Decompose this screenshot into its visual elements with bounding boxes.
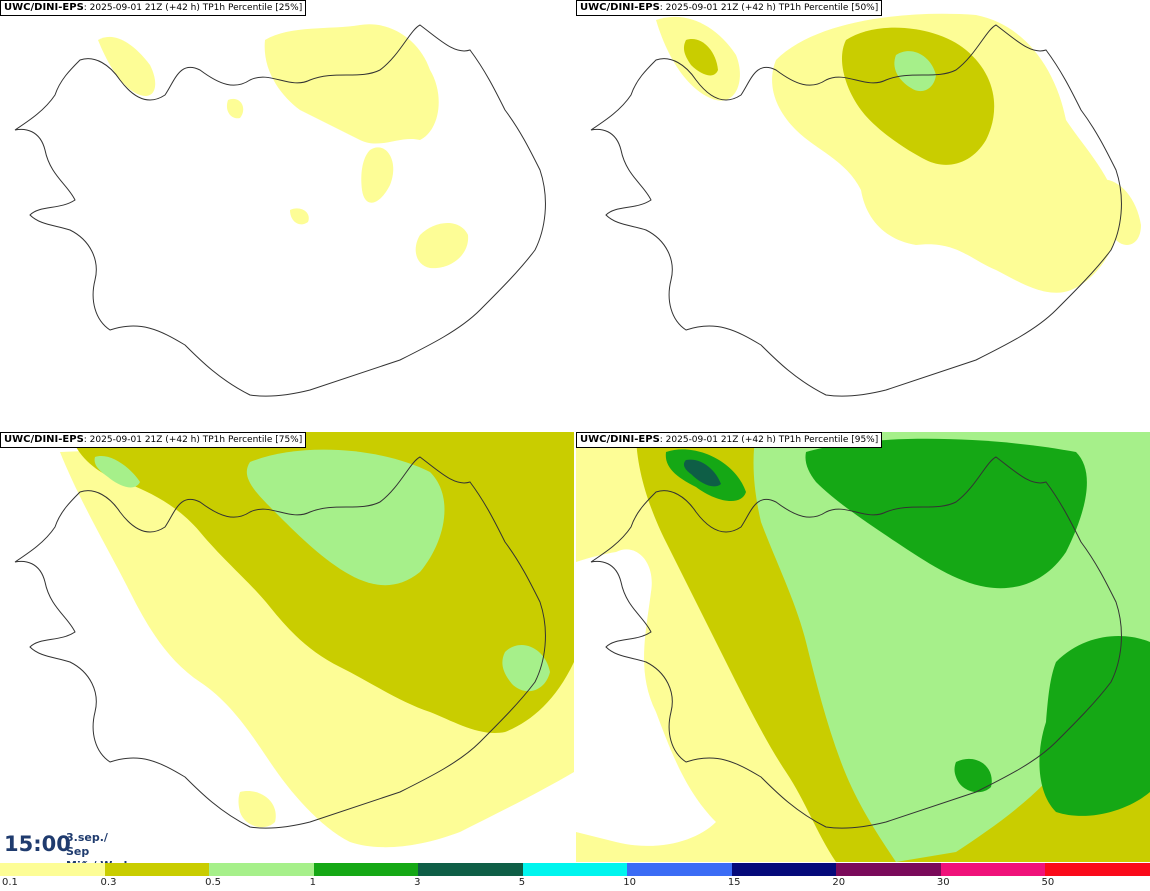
legend-tick-label: 0.1 [2,877,18,888]
legend-swatch [522,863,628,876]
legend-tick-label: 30 [936,877,950,888]
legend-tick-label: 3 [414,877,421,888]
panel-title: UWC/DINI-EPS: 2025-09-01 21Z (+42 h) TP1… [576,0,883,16]
map-panel-p50: UWC/DINI-EPS: 2025-09-01 21Z (+42 h) TP1… [576,0,1150,430]
legend-swatch [627,863,733,876]
legend-swatch [209,863,315,876]
legend-swatch [418,863,524,876]
legend-swatch [0,863,105,876]
panel-title: UWC/DINI-EPS: 2025-09-01 21Z (+42 h) TP1… [0,0,307,16]
map-panel-p95: UWC/DINI-EPS: 2025-09-01 21Z (+42 h) TP1… [576,432,1150,862]
precip-map-p95 [576,432,1150,862]
precip-map-p50 [590,13,1141,397]
legend-tick-label: 0.5 [205,877,221,888]
valid-time: 15:00 [4,832,71,856]
precip-map-p75 [14,432,574,848]
panel-title: UWC/DINI-EPS: 2025-09-01 21Z (+42 h) TP1… [0,432,307,448]
legend-swatch [940,863,1046,876]
map-panel-p25: UWC/DINI-EPS: 2025-09-01 21Z (+42 h) TP1… [0,0,574,430]
precip-map-p25 [14,24,546,397]
legend-tick-label: 20 [832,877,846,888]
legend-tick-label: 1 [309,877,316,888]
valid-time-box: 15:00 3.sep./ Sep Mið./ Wed [0,828,130,872]
color-legend: 0.1 0.3 0.5 1 3 5 10 15 20 30 50 [0,863,1150,891]
legend-tick-label: 10 [623,877,636,888]
panel-title: UWC/DINI-EPS: 2025-09-01 21Z (+42 h) TP1… [576,432,883,448]
legend-swatch [731,863,837,876]
legend-tick-label: 5 [518,877,526,888]
legend-swatch [104,863,210,876]
map-panel-p75: UWC/DINI-EPS: 2025-09-01 21Z (+42 h) TP1… [0,432,574,862]
legend-swatch [313,863,419,876]
legend-tick-label: 50 [1041,877,1055,888]
legend-tick-label: 0.3 [100,877,117,888]
valid-date-line1: 3.sep./ Sep [66,831,108,858]
legend-tick-label: 15 [727,877,741,888]
legend-swatch [1045,863,1150,876]
legend-swatch [836,863,942,876]
